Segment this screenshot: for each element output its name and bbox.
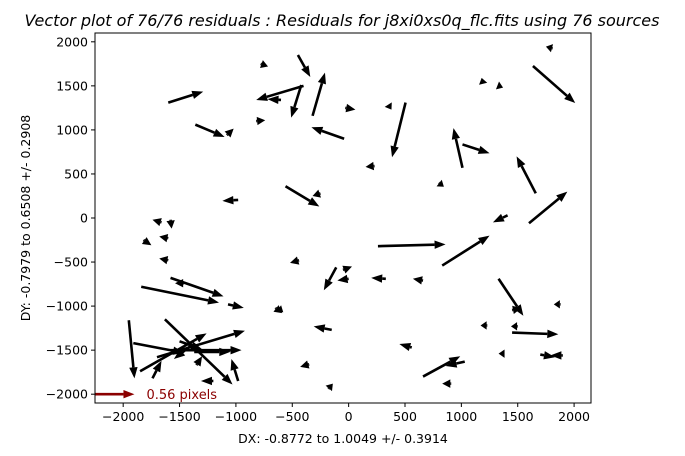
residual-vector (445, 359, 466, 368)
residual-vector (167, 90, 204, 104)
residual-vector (224, 128, 234, 138)
residual-vector (141, 237, 152, 246)
x-tick-label: 1500 (502, 409, 534, 424)
residual-vector (127, 320, 138, 379)
residual-vector (390, 102, 407, 158)
residual-vector (511, 305, 522, 315)
residual-vector (345, 103, 356, 113)
y-axis-ticks: −2000 −1500 −1000 −500 0 500 1000 1500 2000 (46, 34, 95, 402)
residual-vector (173, 344, 192, 359)
x-tick-label: −500 (275, 409, 309, 424)
residual-vector (200, 376, 214, 386)
residual-vector (377, 240, 446, 249)
scale-key-label: 0.56 pixels (146, 388, 217, 403)
residual-vector (365, 161, 375, 171)
residual-vector (442, 379, 452, 388)
residual-vector (256, 84, 304, 101)
y-axis-label: DY: -0.7979 to 0.6508 +/- 0.2908 (18, 115, 33, 322)
x-tick-label: 500 (393, 409, 417, 424)
residual-vector (495, 81, 504, 90)
residual-vector (311, 126, 345, 140)
residual-vector (451, 128, 464, 169)
y-tick-label: 2000 (56, 34, 88, 49)
residual-vector (412, 276, 424, 285)
chart-title: Vector plot of 76/76 residuals : Residua… (25, 11, 660, 31)
residual-vector (179, 340, 203, 350)
residual-vector (166, 219, 175, 229)
y-tick-label: 1500 (56, 78, 88, 93)
residual-vector (222, 196, 239, 205)
residual-vector (152, 218, 162, 227)
y-tick-label: 500 (64, 166, 88, 181)
residual-vector (159, 233, 169, 243)
residual-vector (325, 383, 333, 392)
residual-vector (441, 235, 490, 267)
y-tick-label: 0 (80, 211, 88, 226)
x-tick-label: 1000 (445, 409, 477, 424)
x-tick-label: −1500 (158, 409, 200, 424)
residual-vector (140, 285, 219, 305)
residual-vector (312, 189, 321, 198)
scale-key-arrow (95, 389, 135, 399)
y-tick-label: −1500 (46, 343, 88, 358)
residual-vector (311, 72, 326, 117)
residual-vector (553, 300, 561, 309)
residual-vector (290, 84, 303, 118)
residual-vector (342, 265, 353, 274)
residual-vector (512, 329, 559, 339)
residual-vector (300, 360, 310, 369)
residual-vector (545, 44, 554, 53)
residual-vector (267, 95, 282, 104)
residual-vector (194, 123, 225, 137)
x-tick-label: 2000 (558, 409, 590, 424)
residual-vector (290, 256, 300, 265)
residual-vector (384, 102, 392, 110)
residual-vector (284, 185, 320, 207)
residual-vector (550, 351, 563, 360)
residual-vector (337, 274, 349, 284)
y-tick-label: 1000 (56, 122, 88, 137)
x-axis-label: DX: -0.8772 to 1.0049 +/- 0.3914 (238, 431, 448, 446)
residual-vector (230, 358, 240, 382)
residual-vector (497, 278, 524, 316)
scale-key: 0.56 pixels (95, 388, 217, 403)
residual-vector (436, 179, 444, 187)
residual-vector (194, 347, 231, 357)
residual-vector (159, 255, 169, 265)
residual-vector (498, 349, 505, 358)
y-tick-label: −1000 (46, 299, 88, 314)
residual-vector (296, 54, 311, 78)
x-tick-label: 0 (345, 409, 353, 424)
residual-vector (399, 342, 413, 352)
x-tick-label: −2000 (102, 409, 144, 424)
residual-vector (532, 65, 576, 104)
residual-vector (175, 278, 185, 288)
residual-vector (492, 213, 509, 223)
residual-vector (371, 274, 386, 283)
x-axis-ticks: −2000 −1500 −1000 −500 0 500 1000 1500 2000 (102, 403, 590, 424)
plot-area-frame (94, 32, 592, 404)
residual-vector (260, 60, 269, 69)
y-tick-label: −500 (54, 255, 88, 270)
residual-vector (170, 276, 224, 297)
residual-vector (528, 191, 568, 225)
y-tick-label: −2000 (46, 387, 88, 402)
residual-vector (462, 143, 490, 154)
residual-vector (313, 324, 332, 333)
residual-vector (510, 322, 518, 331)
residual-vector (151, 360, 162, 379)
residual-vector (479, 77, 488, 85)
residual-vector (256, 116, 266, 126)
residual-vector (227, 301, 244, 310)
vector-field (127, 44, 576, 392)
residual-vector (480, 321, 488, 330)
residual-vector (193, 356, 203, 367)
x-tick-label: −1000 (215, 409, 257, 424)
residual-vector (540, 351, 555, 360)
residual-vector (323, 266, 338, 291)
residual-vector (275, 305, 284, 313)
residual-vector (516, 156, 537, 194)
